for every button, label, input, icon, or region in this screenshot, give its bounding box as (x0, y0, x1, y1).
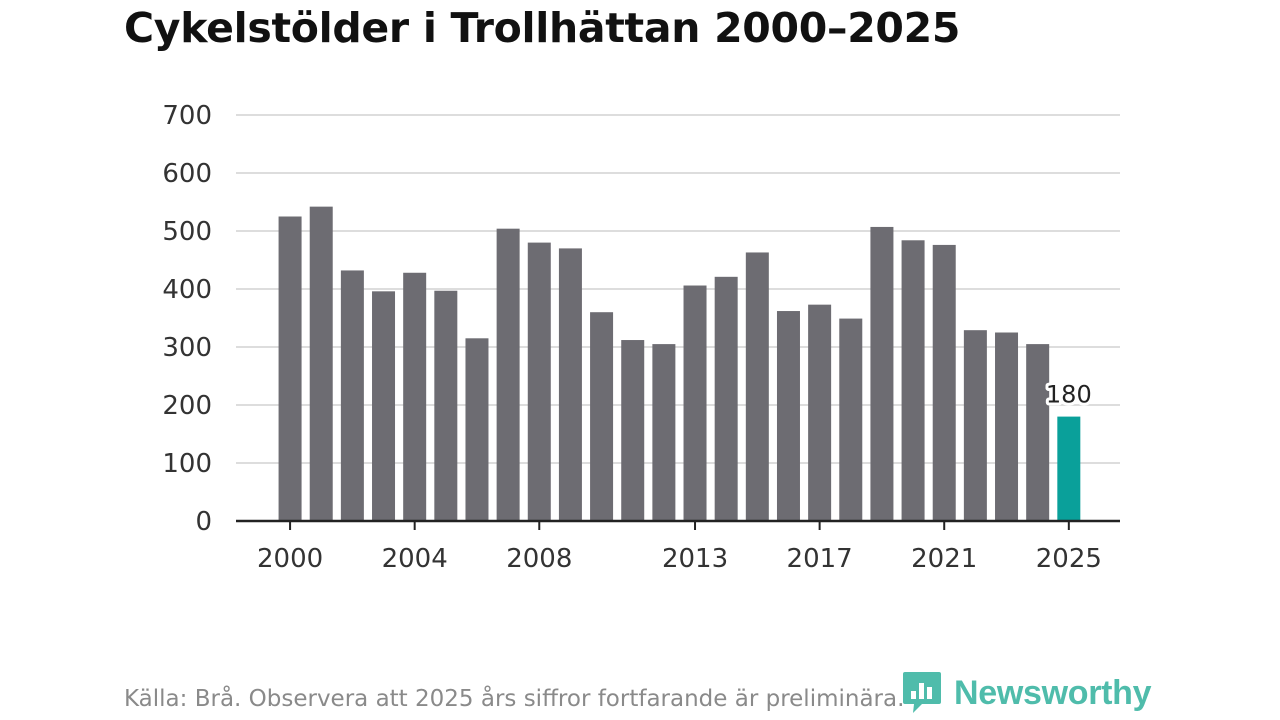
bar-2005 (434, 290, 458, 521)
bar-2021 (932, 244, 956, 522)
newsworthy-logo-icon (903, 672, 941, 713)
bar-2014 (714, 276, 738, 521)
bar-2024 (1026, 344, 1050, 521)
x-tick-label: 2017 (787, 544, 853, 574)
bar-2008 (527, 242, 551, 521)
data-label-2025: 180 (1046, 381, 1092, 409)
y-tick-label: 600 (162, 159, 212, 189)
x-tick-label: 2013 (662, 544, 728, 574)
y-tick-label: 0 (195, 507, 212, 537)
bar-2006 (465, 338, 489, 521)
bar-2003 (372, 291, 396, 521)
chart-title: Cykelstölder i Trollhättan 2000–2025 (124, 4, 961, 52)
bar-2012 (652, 344, 676, 521)
bar-2002 (340, 270, 364, 521)
bar-2015 (745, 252, 769, 521)
bar-2016 (776, 311, 800, 521)
y-tick-label: 200 (162, 391, 212, 421)
x-tick-label: 2004 (382, 544, 448, 574)
x-axis-ticks: 2000 2004 2008 2013 2017 2021 2025 (257, 521, 1102, 574)
y-tick-label: 300 (162, 333, 212, 363)
source-note: Källa: Brå. Observera att 2025 års siffr… (124, 686, 905, 712)
y-tick-label: 700 (162, 101, 212, 131)
bar-2001 (309, 206, 333, 521)
bar-2010 (590, 312, 614, 521)
brand-name: Newsworthy (954, 673, 1152, 712)
x-tick-label: 2025 (1036, 544, 1102, 574)
y-axis-ticks: 0 100 200 300 400 500 600 700 (162, 101, 212, 537)
x-tick-label: 2021 (911, 544, 977, 574)
bar-2017 (808, 304, 832, 521)
y-tick-label: 100 (162, 449, 212, 479)
bar-2007 (496, 228, 520, 521)
bar-2011 (621, 340, 645, 521)
bar-2018 (839, 318, 863, 521)
data-labels: 180 (1043, 378, 1095, 412)
bar-2023 (995, 332, 1019, 521)
bar-2009 (558, 248, 582, 521)
bar-2019 (870, 226, 894, 521)
x-tick-label: 2008 (506, 544, 572, 574)
y-tick-label: 400 (162, 275, 212, 305)
gridlines (236, 114, 1120, 464)
y-tick-label: 500 (162, 217, 212, 247)
bar-2000 (278, 216, 302, 521)
bar-2013 (683, 285, 707, 521)
bar-2004 (403, 272, 427, 521)
bars (278, 206, 1081, 522)
bar-2025 (1057, 416, 1081, 521)
bar-2020 (901, 240, 925, 521)
bar-2022 (963, 330, 987, 521)
x-tick-label: 2000 (257, 544, 323, 574)
brand-logo: Newsworthy (902, 671, 1152, 715)
